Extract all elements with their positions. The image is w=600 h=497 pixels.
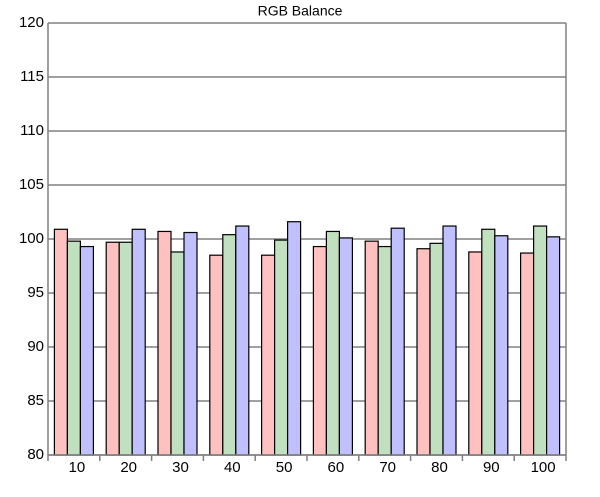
bar <box>429 242 444 456</box>
y-tick-label: 95 <box>27 284 44 301</box>
bar <box>118 241 133 456</box>
x-tick-label: 80 <box>431 459 448 476</box>
y-tick-label: 85 <box>27 392 44 409</box>
bar <box>170 251 185 456</box>
bar <box>390 227 405 456</box>
x-tick-label: 90 <box>483 459 500 476</box>
y-tick-label: 110 <box>20 122 44 139</box>
bar <box>209 254 224 456</box>
bar <box>494 235 509 456</box>
bar <box>79 245 95 456</box>
bar <box>274 239 289 456</box>
x-tick-label: 10 <box>69 459 86 476</box>
bar <box>364 240 379 456</box>
y-tick-label: 80 <box>27 446 44 463</box>
bar <box>481 228 496 456</box>
bar <box>338 237 353 456</box>
x-tick-label: 50 <box>276 459 293 476</box>
bar <box>235 225 250 456</box>
y-tick-label: 90 <box>27 338 44 355</box>
y-tick-label: 105 <box>19 176 44 193</box>
bar <box>325 230 340 456</box>
y-tick-label: 120 <box>19 14 44 31</box>
x-tick-label: 100 <box>531 459 556 476</box>
x-tick-label: 60 <box>328 459 345 476</box>
bar <box>377 245 392 456</box>
x-tick-label: 20 <box>120 459 137 476</box>
bar <box>66 240 82 456</box>
bar <box>312 245 327 456</box>
bar <box>131 228 146 456</box>
bar <box>468 251 483 456</box>
bar <box>105 241 120 456</box>
bar <box>53 228 69 456</box>
bar <box>532 225 548 456</box>
y-tick-label: 100 <box>19 230 44 247</box>
bar <box>222 234 237 456</box>
x-tick-label: 70 <box>379 459 396 476</box>
bar <box>519 252 535 456</box>
y-tick-label: 115 <box>20 68 44 85</box>
bar <box>545 236 561 456</box>
bar <box>261 254 276 456</box>
bar <box>157 230 172 456</box>
bar <box>183 231 198 456</box>
chart-title: RGB Balance <box>258 3 343 19</box>
bar <box>416 248 431 456</box>
bar <box>442 225 457 456</box>
x-tick-label: 30 <box>172 459 189 476</box>
bar <box>287 221 302 456</box>
x-tick-label: 40 <box>224 459 241 476</box>
